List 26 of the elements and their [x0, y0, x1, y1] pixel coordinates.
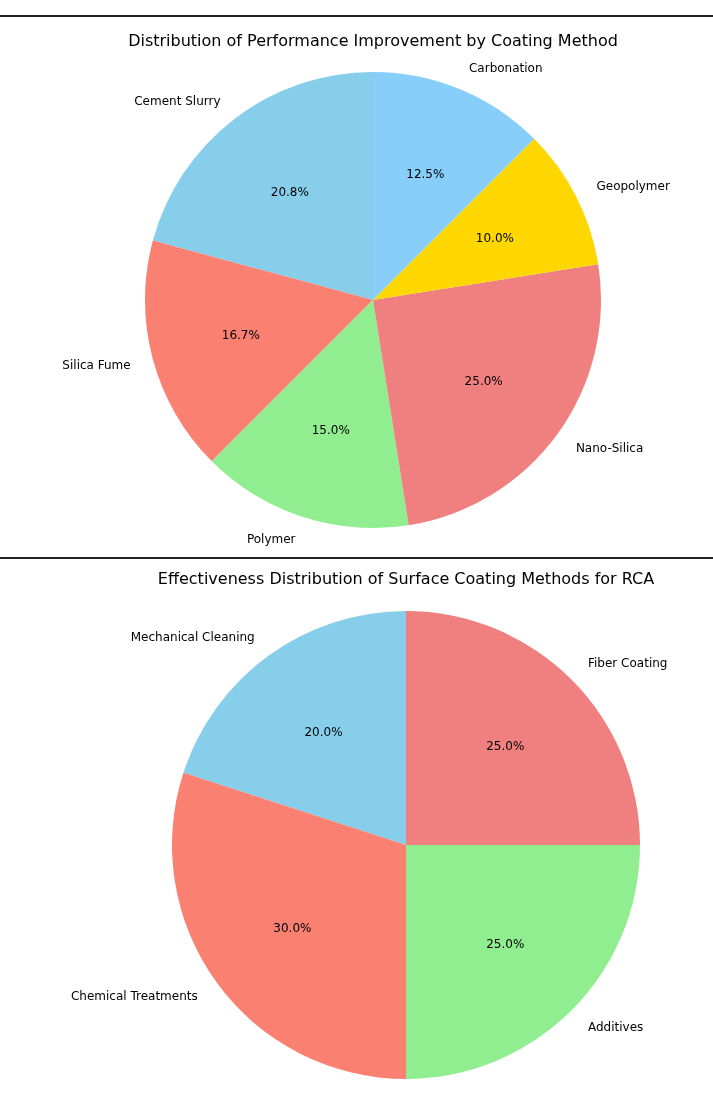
slice-label: Cement Slurry	[134, 94, 221, 109]
data-label: 12.5%	[406, 166, 445, 181]
pie-slice	[373, 138, 599, 300]
pie-slice	[373, 72, 535, 300]
data-label: 20.8%	[270, 184, 309, 199]
chart-title: Distribution of Performance Improvement by Coating Method	[128, 31, 618, 50]
pie-slice	[145, 240, 373, 462]
slice-label: Carbonation	[468, 61, 543, 76]
slice-label: Nano-Silica	[575, 440, 644, 455]
slice-label: Mechanical Cleaning	[130, 629, 255, 644]
chart-title: Effectiveness Distribution of Surface Coating Methods for RCA	[157, 569, 655, 588]
slice-label: Geopolymer	[596, 179, 670, 194]
slice-label: Chemical Treatments	[70, 989, 198, 1004]
data-label: 16.7%	[221, 328, 260, 343]
slice-label: Silica Fume	[62, 357, 131, 372]
slice-label: Additives	[588, 1020, 644, 1035]
data-label: 10.0%	[475, 231, 514, 246]
slice-label: Fiber Coating	[588, 656, 668, 671]
data-label: 15.0%	[311, 423, 350, 438]
data-label: 25.0%	[464, 373, 503, 388]
slice-label: Polymer	[246, 531, 296, 546]
data-label: 25.0%	[486, 937, 525, 952]
data-label: 30.0%	[273, 920, 312, 935]
data-label: 25.0%	[486, 738, 525, 753]
pie-slice	[211, 300, 409, 528]
data-label: 20.0%	[304, 724, 343, 739]
